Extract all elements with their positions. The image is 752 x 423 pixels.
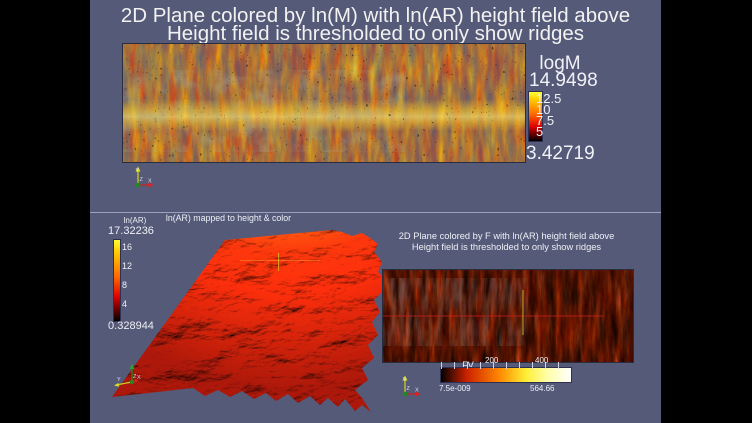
- svg-text:X: X: [415, 388, 419, 394]
- svg-text:Z: Z: [407, 386, 411, 392]
- svg-text:Y: Y: [403, 377, 407, 383]
- svg-text:Y: Y: [117, 377, 121, 383]
- svg-text:X: X: [137, 375, 141, 381]
